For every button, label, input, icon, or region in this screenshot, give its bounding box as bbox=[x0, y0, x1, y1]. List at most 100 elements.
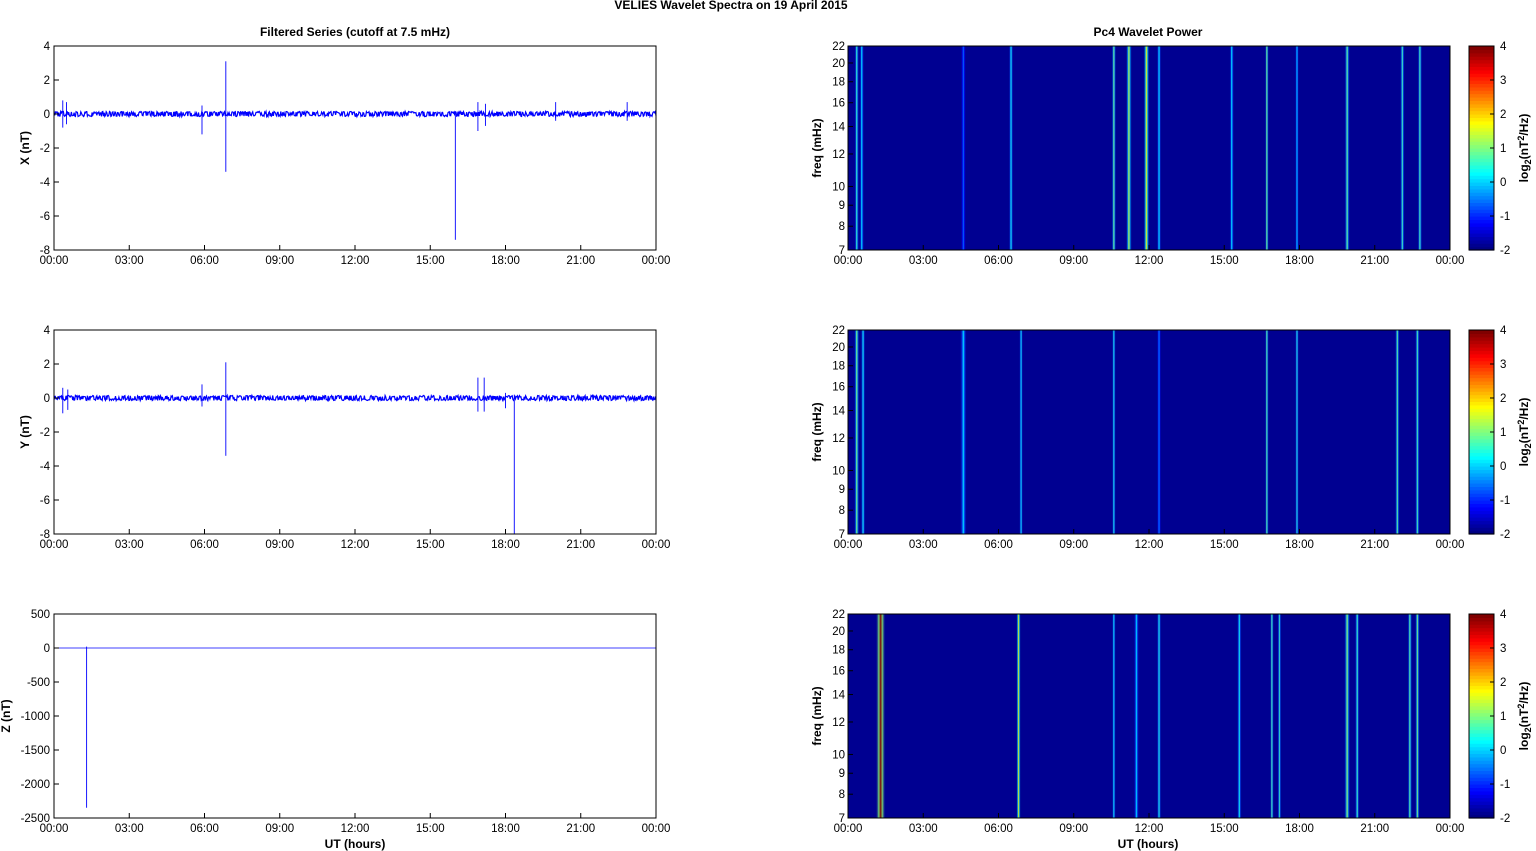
z-spectrum-xtick-label: 12:00 bbox=[1135, 823, 1164, 835]
colorbar-swatch bbox=[1469, 394, 1494, 399]
x-spectrum-xtick-label: 21:00 bbox=[1360, 255, 1389, 267]
colorbar-swatch bbox=[1469, 486, 1494, 491]
colorbar-swatch bbox=[1469, 634, 1494, 639]
colorbar-swatch bbox=[1469, 73, 1494, 78]
y-series-xtick-label: 12:00 bbox=[341, 539, 370, 551]
colorbar-swatch bbox=[1469, 418, 1494, 423]
colorbar-swatch bbox=[1469, 59, 1494, 64]
colorbar-swatch bbox=[1469, 668, 1494, 673]
colorbar-swatch bbox=[1469, 777, 1494, 782]
z-spectrum-ytick-label: 10 bbox=[832, 749, 845, 761]
colorbar-swatch bbox=[1469, 144, 1494, 149]
colorbar-swatch bbox=[1469, 661, 1494, 666]
colorbar-swatch bbox=[1469, 97, 1494, 101]
colorbar-tick-label: -2 bbox=[1500, 529, 1510, 541]
colorbar-swatch bbox=[1469, 131, 1494, 135]
x-spectrum-xtick-label: 00:00 bbox=[1436, 255, 1465, 267]
colorbar-swatch bbox=[1469, 171, 1494, 176]
x-spectrum-power-burst bbox=[1344, 46, 1350, 250]
colorbar-swatch bbox=[1469, 692, 1494, 697]
z-spectrum-power-burst bbox=[1016, 614, 1021, 818]
z-spectrum-background bbox=[848, 614, 1450, 818]
colorbar-swatch bbox=[1469, 154, 1494, 159]
colorbar-swatch bbox=[1469, 148, 1494, 152]
y-spectrum-xtick-label: 06:00 bbox=[984, 539, 1013, 551]
x-spectrum-power-burst bbox=[1400, 46, 1405, 250]
colorbar-swatch bbox=[1469, 671, 1494, 676]
colorbar-swatch bbox=[1469, 678, 1494, 683]
z-series-xtick-label: 03:00 bbox=[115, 823, 144, 835]
colorbar-swatch bbox=[1469, 753, 1494, 758]
x-spectrum-power-burst bbox=[1265, 46, 1269, 250]
colorbar-swatch bbox=[1469, 367, 1494, 372]
colorbar-tick-label: 2 bbox=[1500, 393, 1506, 405]
y-series-xtick-label: 06:00 bbox=[190, 539, 219, 551]
y-spectrum-xtick-label: 18:00 bbox=[1285, 539, 1314, 551]
colorbar-tick-label: 2 bbox=[1500, 677, 1506, 689]
colorbar-swatch bbox=[1469, 459, 1494, 464]
colorbar-swatch bbox=[1469, 86, 1494, 91]
colorbar-swatch bbox=[1469, 719, 1494, 724]
colorbar-swatch bbox=[1469, 513, 1494, 518]
z-spectrum-power-burst bbox=[1354, 614, 1360, 818]
colorbar-swatch bbox=[1469, 333, 1494, 338]
colorbar-swatch bbox=[1469, 360, 1494, 365]
colorbar-swatch bbox=[1469, 199, 1494, 203]
colorbar-tick-label: 1 bbox=[1500, 427, 1506, 439]
colorbar-tick-label: 0 bbox=[1500, 461, 1506, 473]
colorbar-swatch bbox=[1469, 496, 1494, 501]
y-series-y-axis-label: Y (nT) bbox=[18, 415, 32, 449]
x-spectrum-power-burst bbox=[1111, 46, 1117, 250]
colorbar-swatch bbox=[1469, 726, 1494, 731]
y-spectrum-ytick-label: 8 bbox=[839, 505, 845, 517]
colorbar-swatch bbox=[1469, 442, 1494, 447]
colorbar-swatch bbox=[1469, 699, 1494, 703]
colorbar-swatch bbox=[1469, 520, 1494, 525]
colorbar-swatch bbox=[1469, 804, 1494, 809]
y-spectrum-ytick-label: 16 bbox=[832, 382, 845, 394]
y-spectrum-ytick-label: 12 bbox=[832, 433, 845, 445]
colorbar-swatch bbox=[1469, 370, 1494, 375]
x-series-xtick-label: 00:00 bbox=[40, 255, 69, 267]
z-series-ytick-label: -1000 bbox=[21, 711, 50, 723]
y-spectrum-ytick-label: 20 bbox=[832, 342, 845, 354]
colorbar-swatch bbox=[1469, 624, 1494, 629]
colorbar-tick-label: 4 bbox=[1500, 325, 1507, 337]
z-spectrum-xtick-label: 00:00 bbox=[1436, 823, 1465, 835]
z-series-ytick-label: -1500 bbox=[21, 745, 50, 757]
y-series-ytick-label: -4 bbox=[40, 461, 51, 473]
colorbar-swatch bbox=[1469, 175, 1494, 180]
colorbar-swatch bbox=[1469, 733, 1494, 737]
colorbar-tick-label: 3 bbox=[1500, 75, 1506, 87]
colorbar-tick-label: -1 bbox=[1500, 495, 1510, 507]
colorbar-swatch bbox=[1469, 219, 1494, 224]
colorbar-swatch bbox=[1469, 56, 1494, 61]
y-series-ytick-label: 0 bbox=[44, 393, 50, 405]
colorbar-swatch bbox=[1469, 377, 1494, 382]
x-series-xtick-label: 09:00 bbox=[265, 255, 294, 267]
colorbar-swatch bbox=[1469, 445, 1494, 450]
x-spectrum-ytick-label: 7 bbox=[839, 245, 845, 257]
colorbar-tick-label: 4 bbox=[1500, 41, 1507, 53]
colorbar-swatch bbox=[1469, 107, 1494, 112]
colorbar-swatch bbox=[1469, 510, 1494, 515]
colorbar-swatch bbox=[1469, 246, 1494, 251]
y-spectrum-colorbar: -2 -1 0 1 2 3 4 log2(nT2/Hz) bbox=[1468, 325, 1533, 541]
z-spectrum-power-burst bbox=[1277, 614, 1282, 818]
colorbar-tick-label: 3 bbox=[1500, 359, 1506, 371]
x-spectrum-power-burst bbox=[1229, 46, 1235, 250]
x-series-plot-area bbox=[54, 46, 656, 250]
colorbar-swatch bbox=[1469, 243, 1494, 248]
colorbar-swatch bbox=[1469, 202, 1494, 207]
colorbar-swatch bbox=[1469, 790, 1494, 795]
y-spectrum-ytick-label: 10 bbox=[832, 465, 845, 477]
colorbar-swatch bbox=[1469, 127, 1494, 132]
colorbar-swatch bbox=[1469, 103, 1494, 108]
x-spectrum-colorbar: -2 -1 0 1 2 3 4 log2(nT2/Hz) bbox=[1468, 41, 1533, 257]
x-axis-label-left: UT (hours) bbox=[325, 837, 386, 851]
colorbar-swatch bbox=[1469, 120, 1494, 125]
colorbar-swatch bbox=[1469, 746, 1494, 751]
colorbar-swatch bbox=[1469, 158, 1494, 163]
colorbar-swatch bbox=[1469, 350, 1494, 355]
